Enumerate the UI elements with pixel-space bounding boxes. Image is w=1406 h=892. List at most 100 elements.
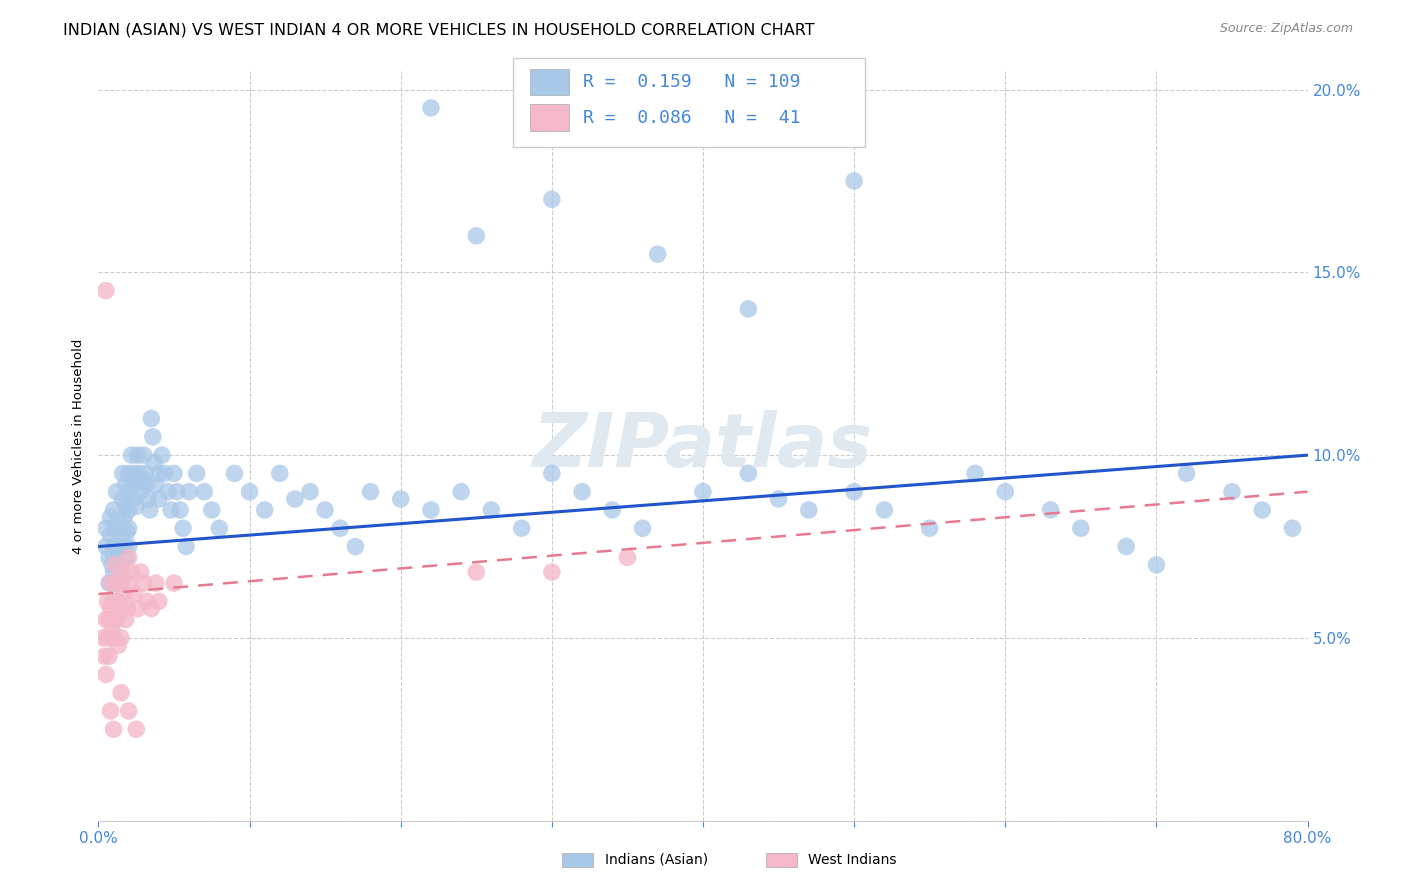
Point [105,484,128,499]
Point [94,613,117,627]
Text: Source: ZipAtlas.com: Source: ZipAtlas.com [1219,22,1353,36]
Point [112,510,135,524]
Point [108,576,131,591]
Point [420,503,443,517]
Point [134,467,156,481]
Point [129,484,152,499]
Text: ZIPatlas: ZIPatlas [533,409,873,483]
Point [125,477,148,491]
Point [174,540,197,554]
Point [1220,484,1243,499]
Point [169,503,191,517]
Text: R =  0.086   N =  41: R = 0.086 N = 41 [583,109,801,127]
Point [135,594,157,608]
Point [112,540,135,554]
Point [118,503,141,517]
Point [571,484,593,499]
Point [110,631,132,645]
Point [465,565,488,579]
Point [98,576,121,591]
Point [481,503,503,517]
Point [540,565,562,579]
Point [118,550,141,565]
Point [1039,503,1062,517]
Point [110,686,132,700]
Point [918,521,941,535]
Point [100,528,122,542]
Point [148,594,170,608]
Point [103,613,125,627]
Point [360,484,382,499]
Point [121,448,143,462]
Point [540,192,562,206]
Point [98,649,121,664]
Point [136,491,159,506]
Point [269,467,291,481]
Point [1144,558,1167,572]
Text: West Indians: West Indians [808,853,897,867]
Point [965,467,987,481]
Point [98,550,121,565]
Point [344,540,367,554]
Point [465,228,488,243]
Point [329,521,352,535]
Point [141,601,163,615]
Point [121,474,143,488]
Point [101,558,124,572]
Text: Indians (Asian): Indians (Asian) [605,853,707,867]
Point [128,467,150,481]
Point [148,467,170,481]
Point [91,631,114,645]
Point [118,467,141,481]
Point [253,503,276,517]
Point [132,448,155,462]
Point [420,101,443,115]
Point [111,467,134,481]
Point [142,430,165,444]
Point [125,723,148,737]
Point [112,587,135,601]
Point [94,284,117,298]
Point [540,467,562,481]
Point [994,484,1017,499]
Point [186,467,208,481]
Point [103,521,125,535]
Point [844,174,866,188]
Point [145,477,167,491]
Point [692,484,714,499]
Text: INDIAN (ASIAN) VS WEST INDIAN 4 OR MORE VEHICLES IN HOUSEHOLD CORRELATION CHART: INDIAN (ASIAN) VS WEST INDIAN 4 OR MORE … [63,22,815,37]
Point [118,540,141,554]
Point [153,467,176,481]
Point [844,484,866,499]
Y-axis label: 4 or more Vehicles in Household: 4 or more Vehicles in Household [72,338,86,554]
Point [1070,521,1092,535]
Point [94,540,117,554]
Point [115,550,138,565]
Point [101,624,124,638]
Point [110,558,132,572]
Point [208,521,231,535]
Point [873,503,896,517]
Point [115,601,138,615]
Point [160,503,183,517]
Point [107,638,129,652]
Point [100,510,122,524]
Point [172,521,194,535]
Point [103,576,125,591]
Point [103,594,125,608]
Point [179,484,201,499]
Point [163,576,186,591]
Point [1251,503,1274,517]
Point [104,558,127,572]
Point [145,576,167,591]
Point [127,448,149,462]
Point [602,503,624,517]
Point [139,503,162,517]
Point [166,484,188,499]
Point [129,565,152,579]
Point [631,521,654,535]
Point [94,521,117,535]
Point [103,503,125,517]
Point [135,477,157,491]
Point [616,550,638,565]
